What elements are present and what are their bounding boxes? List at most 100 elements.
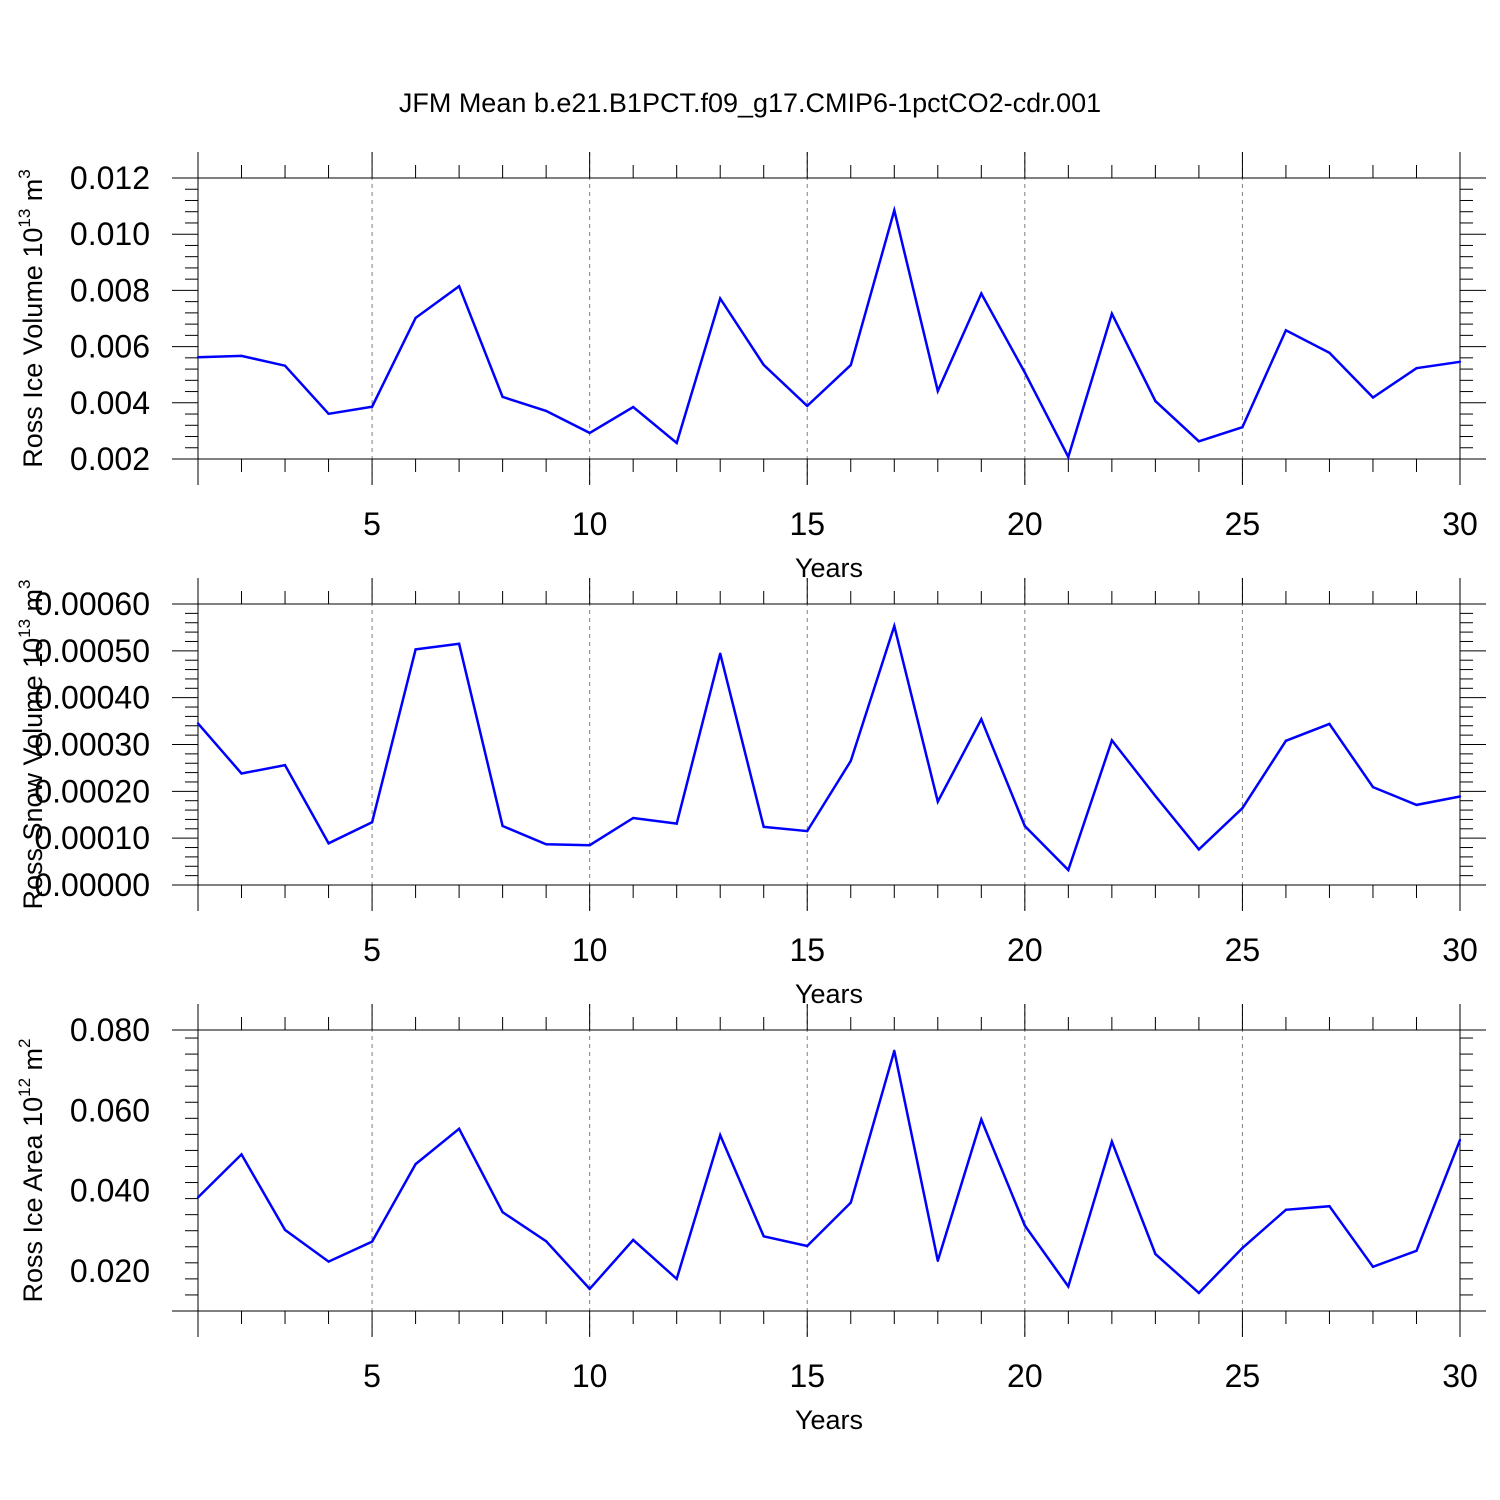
series-line (197, 1050, 1462, 1295)
data-point (719, 297, 722, 300)
data-point (719, 652, 722, 655)
data-point (719, 1133, 722, 1137)
data-point (196, 356, 200, 359)
data-point (1197, 1291, 1201, 1295)
data-point (588, 843, 591, 847)
data-point (675, 822, 678, 825)
x-tick-label: 15 (789, 932, 825, 968)
data-point (370, 405, 374, 408)
data-point (1067, 1285, 1070, 1288)
y-tick-label: 0.012 (70, 160, 150, 196)
series-line (197, 205, 1461, 461)
data-point (849, 1201, 852, 1204)
data-point (501, 395, 504, 399)
data-point (762, 1235, 765, 1238)
data-point (936, 389, 939, 393)
y-tick-label: 0.00030 (34, 727, 150, 763)
data-point (370, 1240, 374, 1243)
data-point (1241, 1246, 1244, 1250)
data-point (1371, 1265, 1375, 1269)
data-point (1458, 795, 1462, 798)
y-tick-label: 0.020 (70, 1253, 150, 1289)
x-tick-label: 5 (363, 932, 381, 968)
data-point (1110, 1140, 1114, 1143)
data-point (327, 412, 330, 415)
y-axis-title-part: m (18, 589, 48, 619)
data-point (980, 292, 983, 295)
x-axis-title: Years (795, 1405, 863, 1435)
data-point (762, 825, 765, 829)
data-point (327, 1260, 330, 1263)
x-tick-label: 20 (1007, 932, 1043, 968)
x-tick-label: 30 (1442, 506, 1478, 542)
data-point (1328, 1205, 1331, 1208)
data-point (1023, 824, 1027, 828)
data-point (1023, 1224, 1027, 1227)
data-point (1284, 739, 1288, 742)
data-point (762, 363, 765, 367)
data-point (1458, 360, 1462, 363)
data-point (893, 1049, 896, 1053)
y-axis-title-part: 3 (15, 579, 34, 588)
y-tick-label: 0.006 (70, 329, 150, 365)
y-tick-label: 0.004 (70, 385, 150, 421)
y-axis-title-part: 13 (15, 209, 34, 228)
y-tick-label: 0.00060 (34, 586, 150, 622)
x-tick-label: 25 (1225, 1358, 1261, 1394)
data-point (1154, 794, 1157, 798)
data-point (1154, 1252, 1157, 1256)
data-point (544, 1239, 548, 1243)
data-point (806, 829, 809, 833)
data-point (1023, 371, 1027, 374)
data-point (414, 316, 417, 320)
data-point (370, 821, 374, 824)
y-axis-title-part: m (18, 179, 48, 209)
data-point (631, 1238, 635, 1242)
data-point (196, 722, 200, 725)
data-point (893, 209, 896, 212)
data-point (1110, 739, 1114, 742)
data-point (1415, 1249, 1418, 1252)
y-axis-title: Ross Ice Area 1012 m2 (15, 1038, 48, 1302)
data-point (1284, 1208, 1288, 1212)
data-point (283, 364, 287, 367)
data-point (1110, 312, 1114, 315)
data-point (675, 1277, 678, 1281)
data-point (501, 1211, 504, 1214)
x-tick-label: 5 (363, 1358, 381, 1394)
series-line (197, 621, 1461, 873)
data-point (1328, 722, 1331, 726)
data-point (675, 441, 678, 445)
chart-title: JFM Mean b.e21.B1PCT.f09_g17.CMIP6-1pctC… (398, 88, 1102, 118)
x-tick-label: 25 (1225, 932, 1261, 968)
x-tick-label: 20 (1007, 1358, 1043, 1394)
y-axis-title-part: Ross Ice Area 10 (18, 1097, 48, 1303)
y-tick-label: 0.00010 (34, 820, 150, 856)
y-tick-label: 0.060 (70, 1092, 150, 1128)
panel-2: 0.00000 0.00010 0.00020 0.00030 0.00040 0.000… (15, 578, 1486, 1009)
data-point (631, 405, 635, 409)
data-point (1371, 785, 1375, 789)
data-point (980, 1118, 983, 1121)
data-point (240, 1153, 243, 1156)
data-point (414, 1162, 417, 1166)
x-tick-label: 25 (1225, 506, 1261, 542)
data-point (980, 718, 983, 721)
data-point (1415, 367, 1418, 370)
x-axis-title: Years (795, 979, 863, 1009)
x-axis-title: Years (795, 553, 863, 583)
y-axis-title-part: Ross Ice Volume 10 (18, 228, 48, 468)
y-tick-label: 0.00050 (34, 633, 150, 669)
y-tick-label: 0.040 (70, 1173, 150, 1209)
y-axis-title-part: 12 (15, 1078, 34, 1097)
data-point (849, 759, 852, 763)
data-point (544, 843, 548, 846)
x-tick-label: 10 (572, 1358, 608, 1394)
data-point (1067, 455, 1070, 459)
data-point (1458, 1138, 1462, 1142)
data-point (1371, 396, 1375, 399)
data-point (631, 816, 635, 820)
data-point (1241, 426, 1244, 429)
data-point (240, 354, 243, 358)
